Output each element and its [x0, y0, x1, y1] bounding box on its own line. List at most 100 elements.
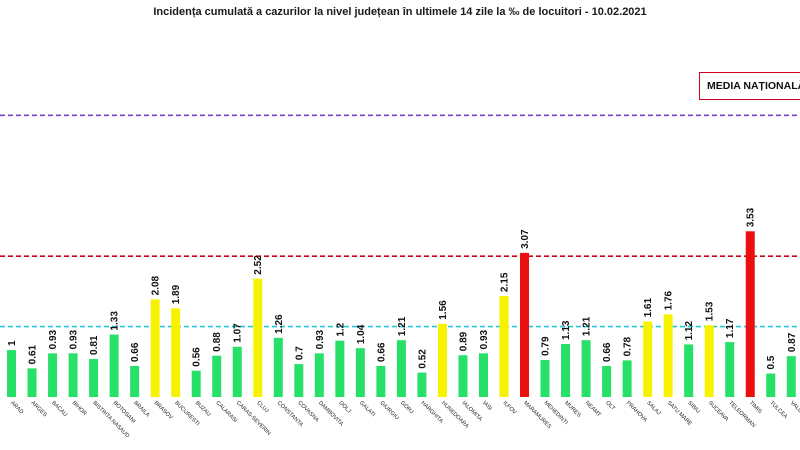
bar	[7, 350, 17, 397]
value-label: 1.89	[171, 284, 182, 304]
bar	[417, 372, 427, 397]
bar	[458, 355, 468, 397]
bar	[376, 366, 386, 397]
category-label: BISTRITA NASAUD	[91, 400, 130, 439]
category-label: BUZAU	[194, 400, 212, 418]
bar	[478, 353, 488, 397]
bar	[766, 373, 776, 397]
category-label: BIHOR	[71, 400, 88, 417]
bar	[335, 340, 345, 397]
value-label: 1.17	[725, 318, 736, 338]
bar	[540, 359, 550, 397]
value-label: 0.79	[541, 336, 552, 356]
value-label: 1.13	[561, 320, 572, 340]
category-label: DOLJ	[337, 400, 351, 414]
value-label: 1	[7, 340, 18, 346]
bar	[499, 296, 509, 397]
bar	[48, 353, 58, 397]
bar	[89, 358, 99, 397]
bar	[561, 343, 571, 397]
value-label: 0.93	[48, 329, 59, 349]
bar	[437, 323, 447, 397]
bar	[622, 360, 632, 397]
value-label: 0.93	[315, 329, 326, 349]
value-label: 0.93	[69, 329, 80, 349]
value-label: 1.04	[356, 324, 367, 344]
category-label: SUCEAVA	[707, 400, 730, 423]
bar	[212, 355, 222, 397]
value-label: 2.15	[500, 272, 511, 292]
category-label: BACAU	[50, 400, 68, 418]
national-average-legend: MEDIA NAȚIONALĂ	[699, 72, 800, 100]
value-label: 0.66	[602, 342, 613, 362]
category-label: IASI	[481, 400, 493, 412]
bar	[725, 342, 735, 397]
category-label: ILFOV	[502, 400, 518, 416]
category-label: SIBIU	[686, 400, 701, 415]
bar	[643, 321, 653, 397]
value-label: 0.66	[130, 342, 141, 362]
value-label: 2.08	[151, 275, 162, 295]
category-label: VALCEA	[789, 400, 800, 420]
bar	[294, 364, 304, 397]
category-label: TULCEA	[768, 400, 788, 420]
bar	[581, 340, 591, 397]
value-label: 0.88	[212, 332, 223, 352]
value-label: 1.26	[274, 314, 285, 334]
value-label: 0.61	[28, 344, 39, 364]
category-label: BRAILA	[132, 400, 151, 419]
category-label: GALATI	[358, 400, 376, 418]
value-label: 0.5	[766, 355, 777, 369]
category-label: NEAMT	[584, 400, 602, 418]
bar	[396, 340, 406, 397]
value-label: 1.21	[397, 316, 408, 336]
value-label: 1.07	[233, 323, 244, 343]
value-label: 1.21	[582, 316, 593, 336]
value-label: 0.89	[458, 331, 469, 351]
value-label: 0.81	[89, 335, 100, 355]
category-label: OLT	[604, 400, 616, 412]
bar	[663, 314, 673, 397]
bar	[273, 337, 283, 397]
category-label: GIURGIU	[378, 400, 399, 421]
category-label: ARGES	[30, 400, 48, 418]
value-label: 1.56	[438, 300, 449, 320]
value-label: 0.66	[376, 342, 387, 362]
bar	[704, 325, 714, 397]
value-label: 1.33	[110, 311, 121, 331]
bar	[745, 231, 755, 397]
value-label: 0.93	[479, 329, 490, 349]
value-label: 1.2	[335, 322, 346, 336]
value-label: 0.78	[623, 336, 634, 356]
bar	[786, 356, 796, 397]
bar	[191, 370, 201, 397]
bar	[150, 299, 160, 397]
bar	[520, 252, 530, 397]
value-label: 0.7	[294, 346, 305, 360]
bar	[314, 353, 324, 397]
bar	[68, 353, 78, 397]
value-label: 1.12	[684, 321, 695, 341]
bar	[355, 348, 365, 397]
bar	[232, 346, 242, 397]
value-label: 1.61	[643, 298, 654, 318]
bar	[27, 368, 37, 397]
category-label: BRASOV	[153, 400, 174, 421]
value-label: 3.07	[520, 229, 531, 249]
category-label: CLUJ	[255, 400, 269, 414]
value-label: 0.52	[417, 349, 428, 369]
value-label: 0.87	[787, 332, 798, 352]
chart-title: Incidența cumulată a cazurilor la nivel …	[153, 6, 647, 18]
bar	[171, 308, 181, 397]
value-label: 1.76	[664, 290, 675, 310]
bar	[684, 344, 694, 397]
category-label: GORJ	[399, 400, 414, 415]
value-label: 0.56	[192, 347, 203, 367]
category-label: SALAJ	[645, 400, 661, 416]
value-label: 3.53	[746, 207, 757, 227]
category-label: MURES	[563, 400, 582, 419]
category-label: TIMIS	[748, 400, 763, 415]
category-label: ARAD	[9, 400, 24, 415]
bar	[109, 334, 119, 397]
